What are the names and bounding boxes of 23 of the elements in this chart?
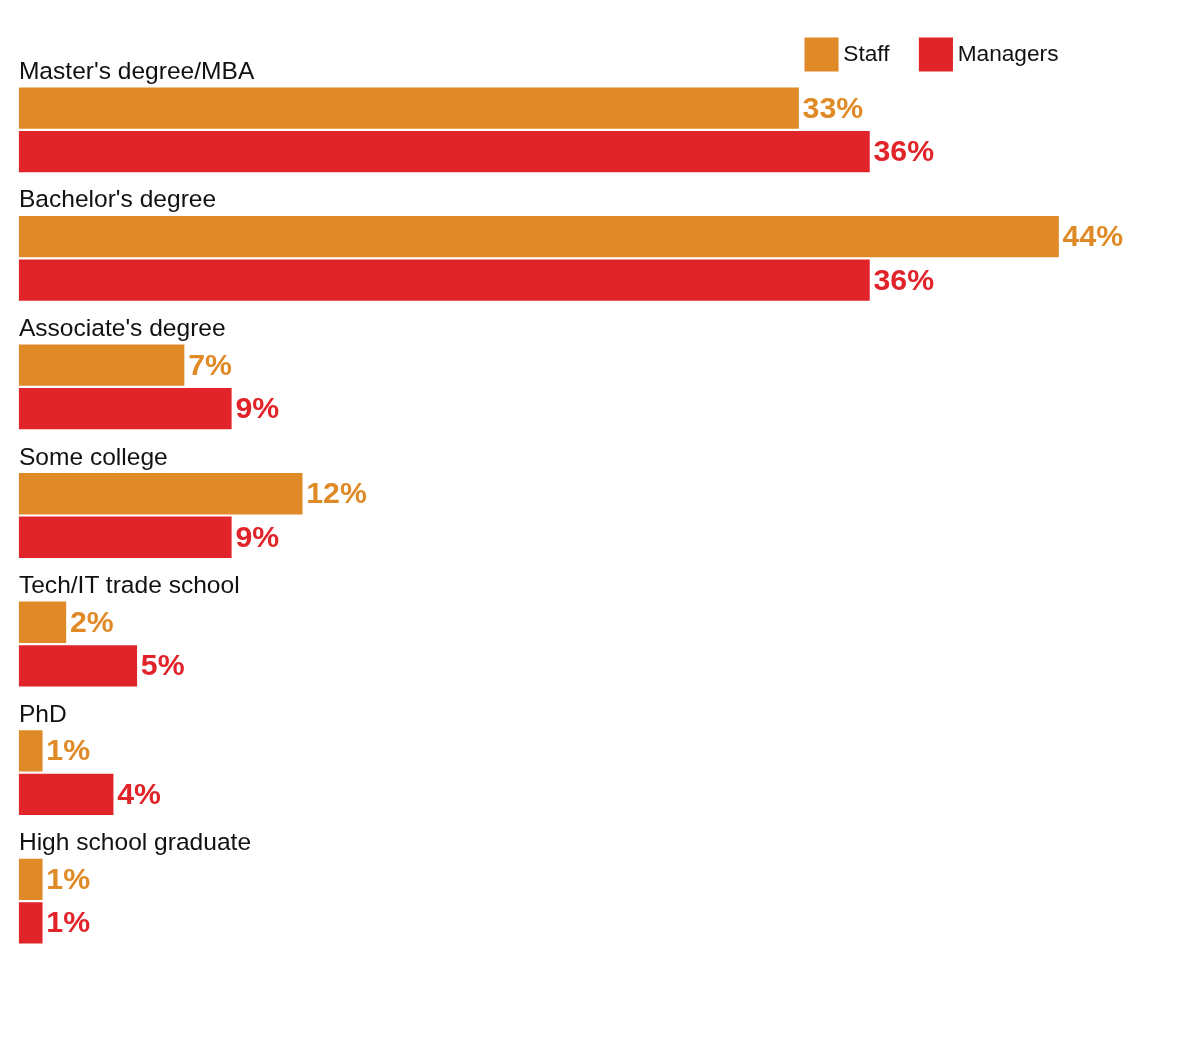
- y-tick-label: PhD: [18, 699, 67, 727]
- data-label: 7%: [188, 347, 232, 381]
- y-tick-label: Bachelor's degree: [18, 185, 217, 213]
- data-label: 1%: [46, 733, 91, 767]
- data-label: 1%: [46, 905, 91, 939]
- y-tick-label: High school graduate: [18, 828, 252, 856]
- y-tick-label: Some college: [18, 442, 168, 470]
- legend-label: Managers: [957, 40, 1059, 67]
- data-label: 44%: [1062, 219, 1124, 253]
- data-label: 9%: [235, 519, 280, 553]
- data-label: 12%: [306, 476, 367, 510]
- legend-label: Staff: [843, 40, 891, 67]
- data-label: 33%: [802, 90, 864, 124]
- data-label: 5%: [140, 648, 185, 682]
- data-label: 1%: [46, 861, 91, 895]
- data-label: 2%: [69, 604, 114, 638]
- y-tick-label: Tech/IT trade school: [18, 571, 240, 599]
- data-label: 36%: [873, 134, 935, 168]
- data-label: 36%: [873, 262, 935, 296]
- y-tick-label: Master's degree/MBA: [18, 56, 255, 84]
- y-tick-label: Associate's degree: [18, 314, 226, 342]
- data-label: 9%: [235, 391, 280, 425]
- data-label: 4%: [117, 776, 162, 810]
